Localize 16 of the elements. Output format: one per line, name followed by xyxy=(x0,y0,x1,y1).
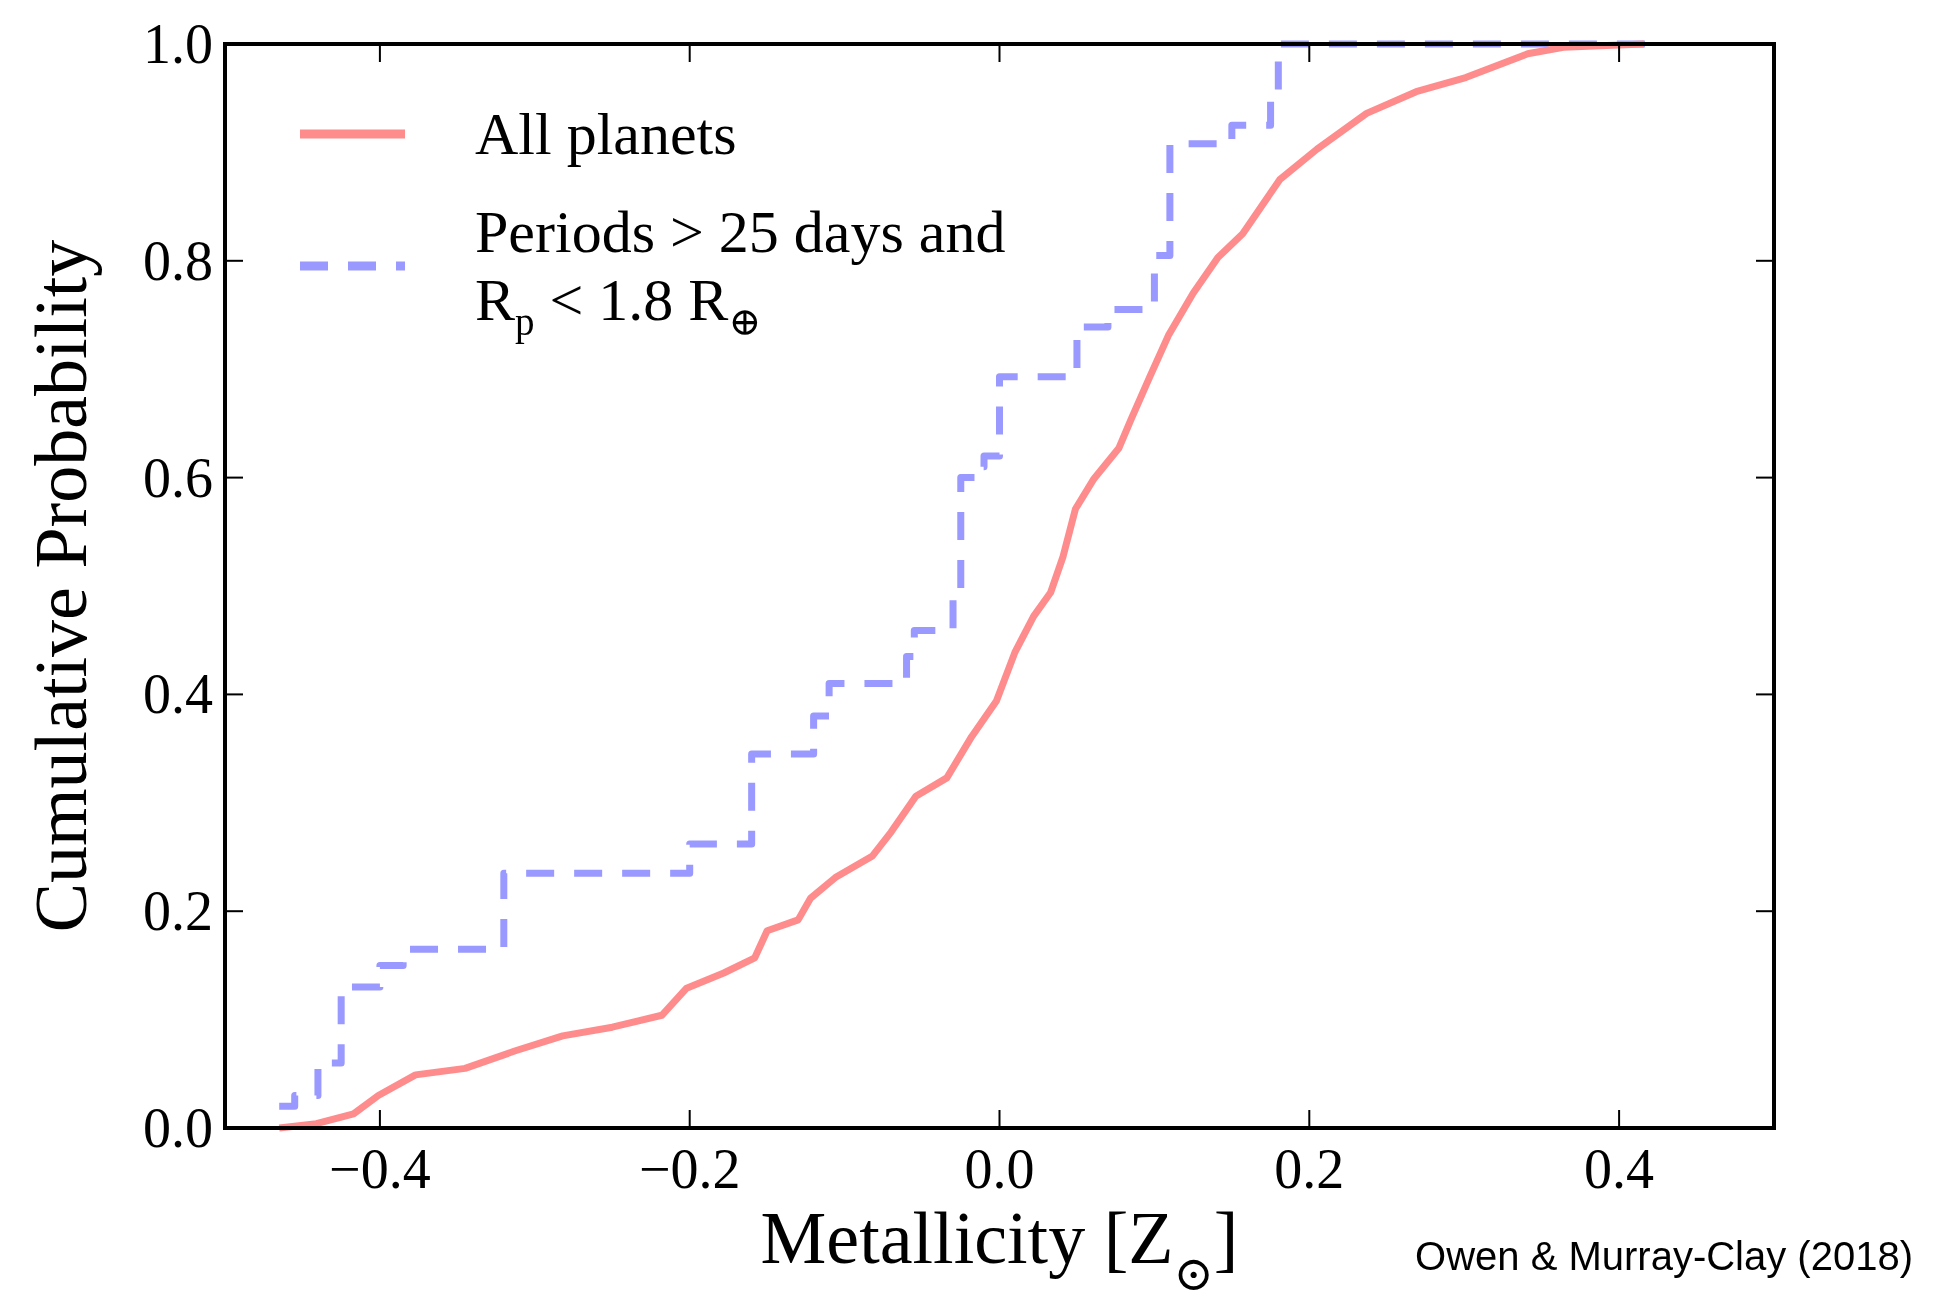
legend-label: All planets xyxy=(475,101,737,167)
x-tick-label: 0.0 xyxy=(964,1138,1035,1200)
y-tick-label: 0.4 xyxy=(143,663,213,726)
x-tick-label: −0.4 xyxy=(329,1138,431,1200)
x-tick-label: 0.4 xyxy=(1584,1138,1655,1200)
x-axis-title: Metallicity [Z$_{⊙}$] xyxy=(760,1197,1239,1300)
y-tick-label: 0.6 xyxy=(143,446,213,509)
y-tick-label: 0.0 xyxy=(143,1097,213,1159)
y-tick-label: 0.2 xyxy=(143,880,213,943)
legend-label: Periods > 25 days and R$_{p}$ < 1.8 R$_{⊕}$ xyxy=(475,199,1006,344)
y-tick-label: 0.8 xyxy=(143,229,213,292)
y-axis-title: Cumulative Probability xyxy=(20,239,102,933)
text: Owen & Murray-Clay (2018) xyxy=(1415,1234,1913,1278)
y-tick-label: 1.0 xyxy=(143,13,213,75)
x-tick-label: −0.2 xyxy=(638,1138,741,1200)
x-tick-label: 0.2 xyxy=(1274,1138,1345,1200)
